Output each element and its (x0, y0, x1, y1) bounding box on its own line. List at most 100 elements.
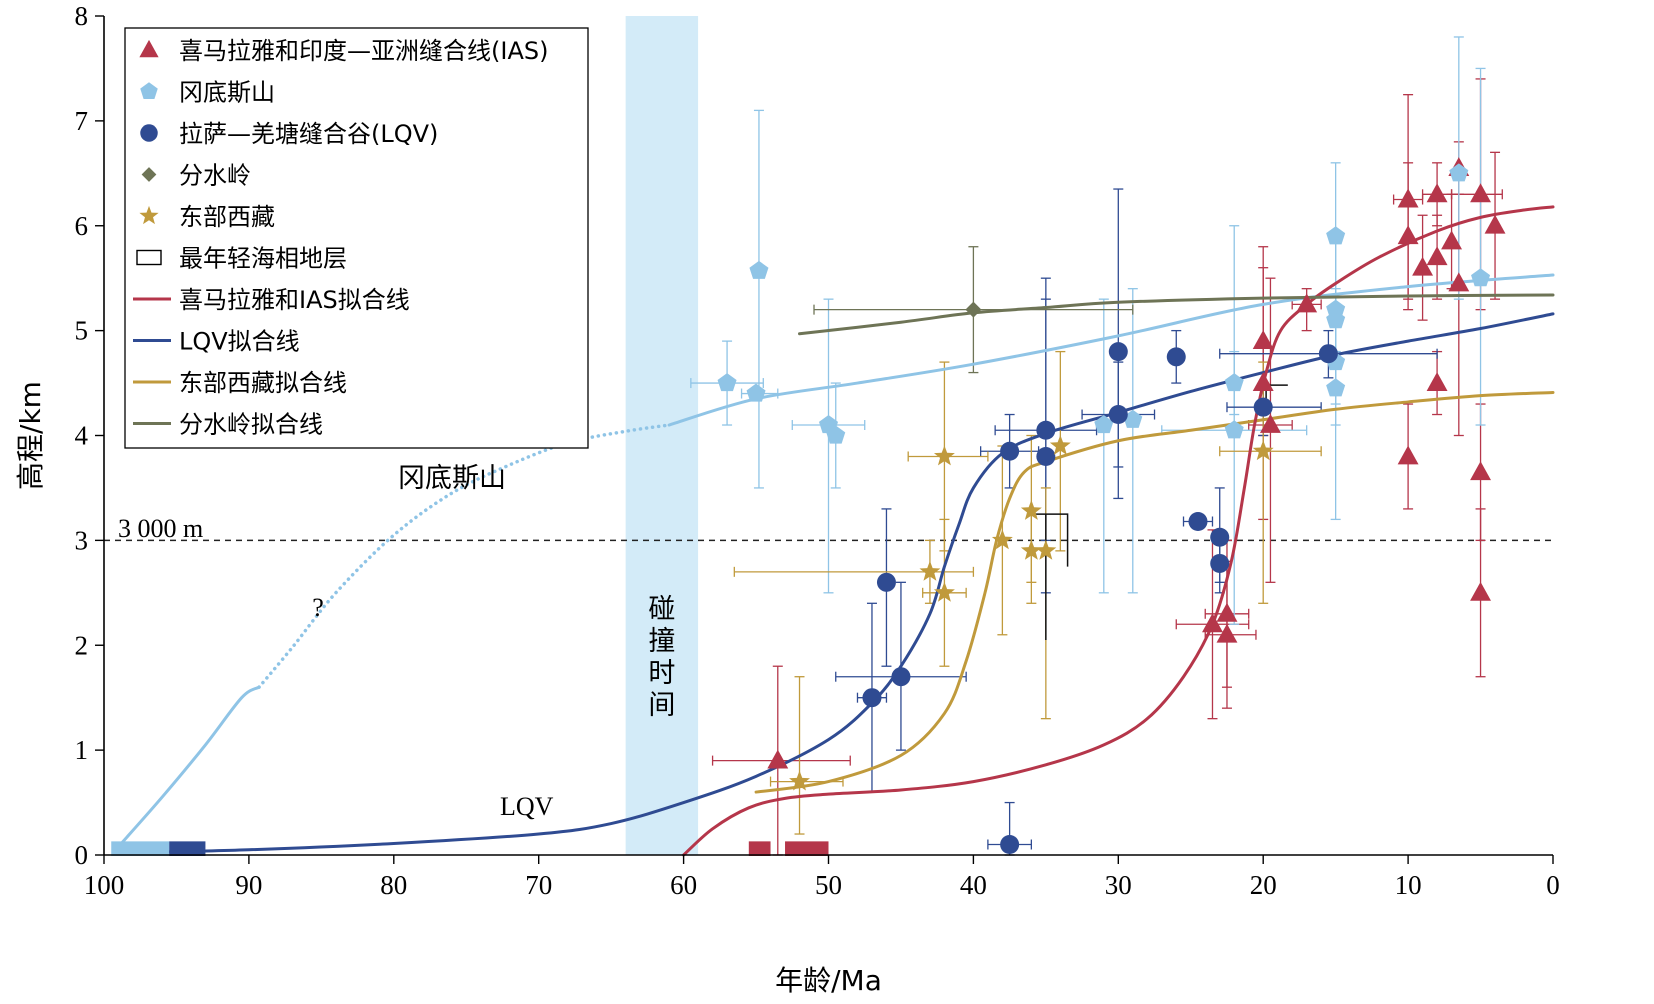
legend-item-lqv-swatch (140, 124, 158, 142)
ias-point-8 (1397, 188, 1419, 208)
ias-point-2 (1216, 602, 1238, 622)
marine-strata-ias-3 (785, 841, 829, 856)
gangdese-point-8 (1224, 373, 1244, 392)
x-tick-label-60: 60 (670, 870, 697, 900)
ias-point-11 (1412, 256, 1434, 276)
tibet_east-point-2 (933, 581, 955, 602)
gangdese-point-13 (1326, 378, 1346, 397)
lqv-point-3 (1000, 441, 1020, 461)
legend-item-tibet_east-label: 东部西藏 (179, 203, 275, 231)
x-tick-label-20: 20 (1250, 870, 1277, 900)
y-tick-label-4: 4 (75, 421, 89, 451)
ias-point-17 (1448, 272, 1470, 292)
ias-point-13 (1426, 246, 1448, 266)
gangdese-point-0 (717, 373, 737, 392)
ias_fit-5 (682, 205, 1555, 857)
legend-item-tibet_east-swatch (139, 205, 159, 225)
marine-strata-lqv-1 (169, 841, 206, 856)
legend-item-divide-swatch (141, 167, 157, 182)
gangdese-point-10 (1326, 299, 1346, 318)
gangdese-point-6 (1123, 409, 1143, 428)
gangdese-point-7 (1224, 420, 1244, 439)
x-tick-label-70: 70 (525, 870, 552, 900)
x-tick-label-10: 10 (1395, 870, 1422, 900)
collision-band-layer (625, 16, 699, 855)
lqv-point-6 (1036, 446, 1056, 466)
collision-label-char-0: 碰 (648, 594, 675, 625)
tibet_east-point-8 (1049, 434, 1071, 455)
lqv-point-7 (1108, 342, 1128, 362)
lqv_fit-3 (116, 312, 1555, 855)
question-mark: ? (312, 593, 324, 622)
ias-point-18 (1470, 183, 1491, 203)
gangdese-point-5 (1094, 415, 1114, 434)
lqv-point-2 (891, 667, 911, 687)
y-tick-label-6: 6 (75, 211, 89, 241)
gangdese-point-11 (1326, 310, 1346, 329)
gangdese-point-1 (746, 383, 766, 402)
legend-item-lqv_fit-label: LQV拟合线 (179, 328, 300, 356)
divide-point-0 (965, 301, 982, 318)
lqv-point-14 (1318, 344, 1338, 364)
y-axis-title: 高程/km (14, 381, 47, 490)
threshold-label: 3 000 m (118, 514, 203, 543)
lqv-point-13 (1253, 397, 1273, 417)
gangdese_fit-2 (667, 273, 1555, 427)
ias-point-4 (1252, 330, 1274, 350)
axes-layer: 100 90 80 70 60 50 40 30 20 10 0012345678年龄/Ma高程/k… (14, 1, 1560, 997)
legend-item-tibet_east_fit-label: 东部西藏拟合线 (179, 369, 347, 397)
tibet_east-point-3 (933, 445, 955, 466)
marine-strata-ias-2 (748, 841, 771, 856)
ias-point-7 (1296, 293, 1318, 313)
ias-point-1 (1202, 613, 1223, 633)
legend-item-marine-label: 最年轻海相地层 (179, 245, 347, 273)
marine-strata-gangdese-0 (111, 841, 170, 856)
x-tick-label-0: 0 (1546, 870, 1560, 900)
divide_fit-6 (798, 293, 1555, 336)
gangdese_fit-0 (116, 685, 261, 849)
ias-point-19 (1470, 461, 1491, 481)
lqv-point-12 (1210, 553, 1230, 573)
gangdese-point-4 (826, 425, 846, 444)
y-tick-label-8: 8 (75, 1, 89, 31)
legend-item-ias-label: 喜马拉雅和印度—亚洲缝合线(IAS) (179, 37, 548, 65)
tibet_east-point-6 (1020, 539, 1042, 560)
ias-point-3 (1216, 623, 1238, 643)
x-tick-label-40: 40 (960, 870, 987, 900)
y-tick-label-2: 2 (75, 630, 89, 660)
collision-band (625, 16, 699, 855)
ias-point-21 (1484, 214, 1506, 234)
legend-item-marine-swatch (136, 249, 162, 266)
y-tick-label-5: 5 (75, 316, 89, 346)
gangdese-curve-label: 冈底斯山 (398, 463, 506, 494)
lqv-point-8 (1108, 405, 1128, 425)
lqv-point-1 (876, 572, 896, 592)
gangdese-point-14 (1449, 163, 1469, 182)
legend-item-lqv-label: 拉萨—羌塘缝合谷(LQV) (179, 120, 438, 148)
x-tick-label-30: 30 (1105, 870, 1132, 900)
ias-point-20 (1470, 581, 1491, 601)
collision-label-char-1: 撞 (648, 626, 675, 657)
ias-point-9 (1397, 225, 1419, 245)
tibet_east-point-7 (1035, 539, 1057, 560)
collision-label-char-2: 时 (648, 658, 675, 689)
legend-item-divide-label: 分水岭 (179, 162, 251, 190)
ias-point-0 (767, 749, 789, 769)
tibet_east-point-9 (1252, 440, 1274, 461)
bracket-0 (1031, 513, 1069, 641)
collision-label-char-3: 间 (648, 690, 675, 721)
ias-point-5 (1252, 372, 1274, 391)
y-tick-label-7: 7 (75, 106, 89, 136)
tibet_east-point-4 (991, 529, 1013, 550)
fit-line-layer (116, 205, 1555, 857)
gangdese-point-15 (1471, 268, 1491, 287)
y-tick-label-3: 3 (75, 525, 89, 555)
lqv-point-4 (1000, 835, 1020, 855)
legend-item-gangdese-label: 冈底斯山 (179, 79, 275, 107)
data-point-layer (717, 157, 1506, 855)
ias-point-12 (1426, 183, 1448, 203)
tibet_east_fit-4 (754, 391, 1555, 794)
lqv-point-0 (862, 688, 882, 708)
